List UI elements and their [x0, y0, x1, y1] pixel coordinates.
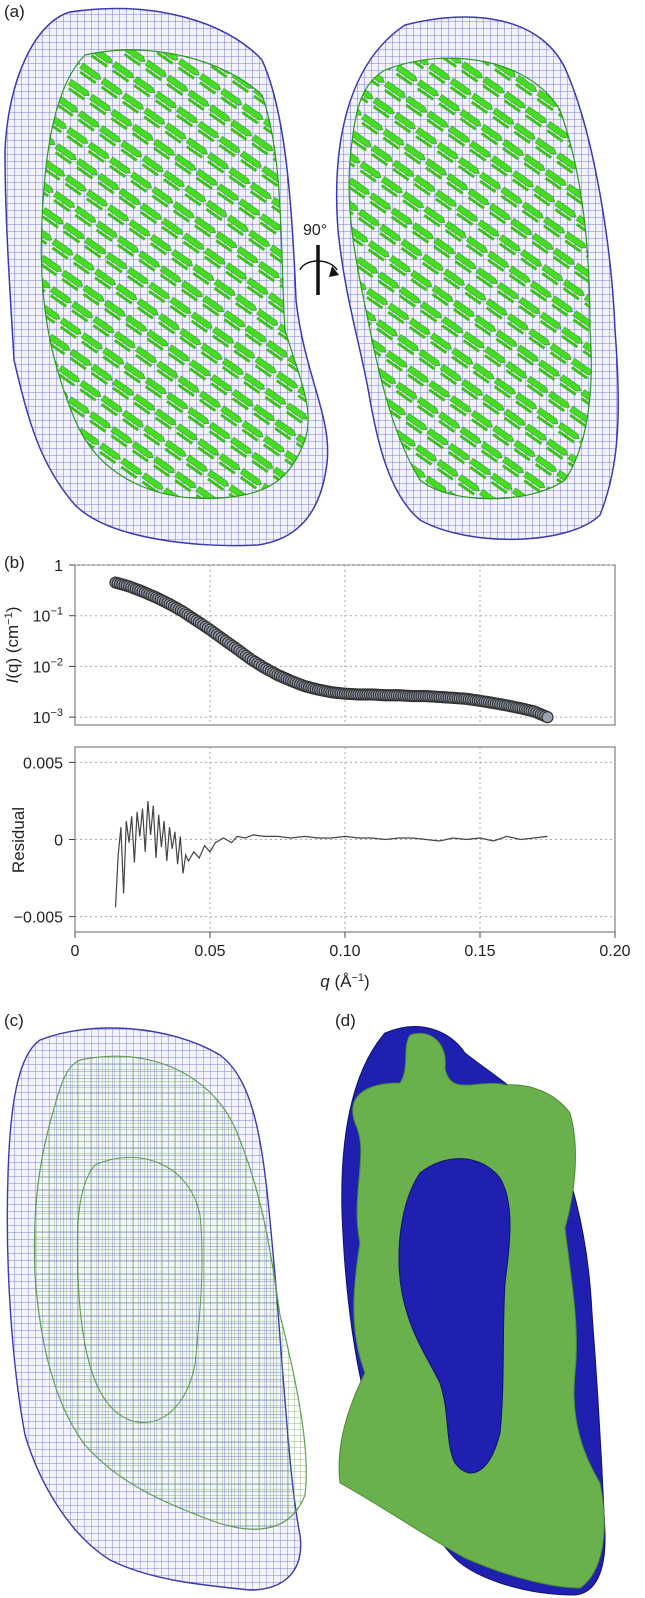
y-tick-label: 0.005	[23, 755, 63, 772]
y-tick-label: 10−1	[33, 606, 63, 626]
inner-core-mesh	[76, 1156, 203, 1424]
panel-c-label: (c)	[4, 1011, 24, 1030]
panel-b-label: (b)	[4, 553, 25, 572]
panel-a-figure	[4, 7, 619, 547]
protein-ribbon-left	[40, 49, 309, 500]
intensity-ylabel: I(q) (cm−1)	[3, 607, 22, 684]
panel-d-figure	[338, 1026, 606, 1596]
envelope-mesh-green	[33, 1055, 307, 1530]
y-tick-label: 10−2	[33, 656, 63, 676]
solid-inner-blue	[398, 1158, 511, 1474]
protein-ribbon-right	[348, 57, 592, 500]
panel-c-figure	[6, 1027, 307, 1591]
x-tick-label: 0.05	[194, 943, 225, 960]
residual-ylabel: Residual	[9, 807, 28, 873]
rotation-arrow-icon	[299, 245, 339, 295]
x-tick-label: 0.10	[329, 943, 360, 960]
y-tick-label: 1	[54, 558, 63, 575]
residual-line	[114, 800, 548, 908]
x-tick-label: 0.20	[599, 943, 630, 960]
rotation-label: 90°	[303, 222, 328, 239]
data-point	[541, 711, 554, 724]
panel-a-label: (a)	[4, 2, 25, 21]
x-tick-label: 0.15	[464, 943, 495, 960]
panel-b-chart: 1 10−1 10−2 10−3 I(q) (cm−1) 0.005 0 −0.005 0…	[3, 558, 631, 991]
q-xlabel: q (Å−1)	[320, 972, 369, 991]
y-tick-label: −0.005	[14, 910, 63, 927]
y-tick-label: 10−3	[33, 707, 63, 727]
panel-d-label: (d)	[335, 1011, 356, 1030]
y-tick-label: 0	[54, 833, 63, 850]
x-tick-label: 0	[71, 943, 80, 960]
